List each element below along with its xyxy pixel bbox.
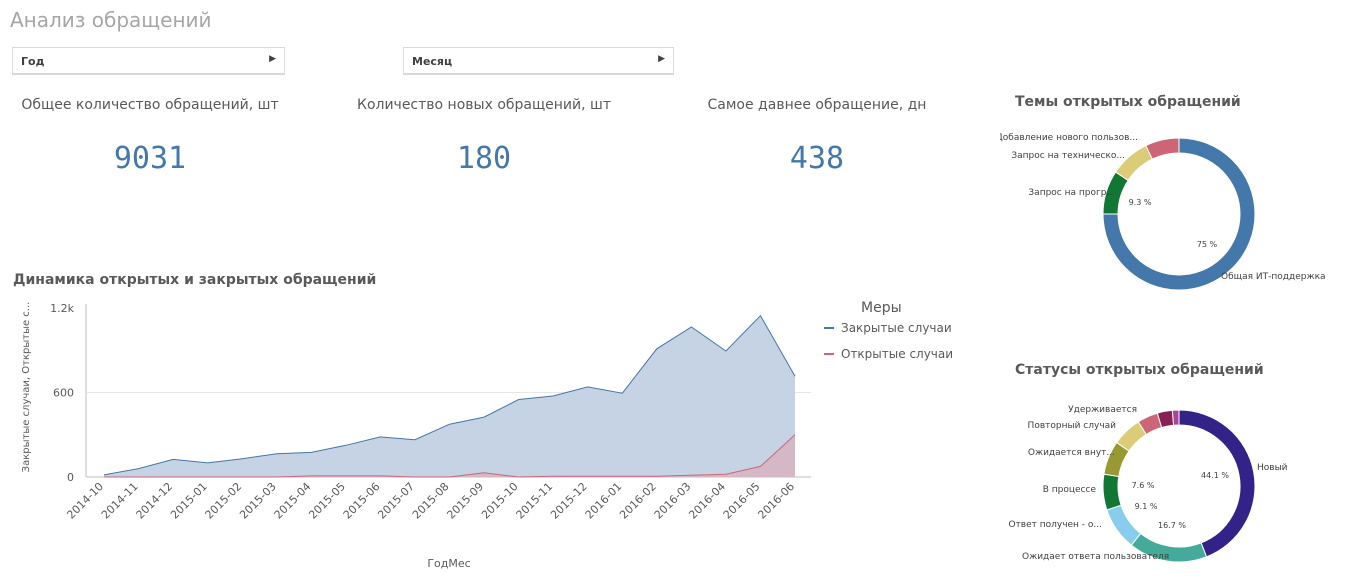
x-tick-label: 2016-04	[686, 480, 728, 522]
topics-donut-slice[interactable]	[1102, 137, 1256, 291]
page-title: Анализ обращений	[10, 8, 212, 32]
topics-donut-slice-label: Общая ИТ-поддержка	[1221, 272, 1326, 282]
status-chart-title: Статусы открытых обращений	[1015, 362, 1264, 378]
status-donut-slice-label: Повторный случай	[1028, 421, 1117, 431]
y-axis-title: Закрытые случаи, Открытые с...	[21, 302, 32, 473]
legend-item-label[interactable]: Открытые случаи	[841, 347, 953, 361]
month-filter-label: Месяц	[412, 55, 453, 68]
topics-donut-slice-label: Запрос на прогр...	[1028, 188, 1115, 198]
x-tick-label: 2016-03	[652, 480, 694, 522]
kpi-total-value: 9031	[113, 141, 187, 176]
topics-donut-slice-label: Добавление нового пользов...	[1000, 133, 1138, 143]
status-donut-chart[interactable]: Новый Ожидает ответа пользователя Ответ по…	[1000, 385, 1355, 585]
x-tick-label: 2015-03	[237, 480, 279, 522]
x-tick-label: 2015-02	[203, 480, 245, 522]
x-tick-label: 2015-11	[514, 480, 556, 522]
legend-title: Меры	[861, 300, 902, 316]
expand-arrow-icon: ▶	[658, 54, 665, 64]
x-tick-label: 2015-08	[410, 480, 452, 522]
kpi-oldest-label: Самое давнее обращение, дн	[707, 97, 927, 113]
status-donut-slice-label: Ожидает ответа пользователя	[1022, 552, 1169, 562]
x-tick-label: 2015-12	[548, 480, 590, 522]
x-tick-label: 2014-12	[134, 480, 176, 522]
x-tick-label: 2016-01	[583, 480, 625, 522]
x-tick-label: 2015-07	[375, 480, 417, 522]
kpi-new-value: 180	[456, 141, 512, 176]
topics-donut-value-label: 9.3 %	[1129, 198, 1152, 207]
x-tick-label: 2015-04	[272, 480, 314, 522]
status-donut-value-label: 44.1 %	[1201, 471, 1229, 480]
topics-donut-value-label: 75 %	[1197, 240, 1218, 249]
legend-item-label[interactable]: Закрытые случаи	[841, 321, 952, 335]
status-donut-slice[interactable]	[1102, 473, 1122, 511]
x-tick-label: 2015-01	[168, 480, 210, 522]
y-tick-label: 1.2k	[50, 302, 74, 315]
status-donut-slice-label: Удерживается	[1068, 405, 1137, 415]
status-donut-slice[interactable]	[1171, 409, 1180, 426]
x-axis-title: ГодМес	[427, 557, 470, 570]
topics-donut-slice[interactable]	[1145, 137, 1180, 160]
status-donut-value-label: 16.7 %	[1158, 521, 1186, 530]
topics-donut-chart[interactable]: Общая ИТ-поддержка Запрос на прогр... Запр…	[1000, 120, 1355, 310]
x-tick-label: 2014-10	[64, 480, 106, 522]
series-line-open[interactable]	[104, 434, 796, 478]
topics-donut-slice-label: Запрос на техническо...	[1011, 151, 1125, 161]
x-tick-label: 2016-02	[617, 480, 659, 522]
series-area-closed[interactable]	[104, 315, 795, 477]
status-donut-slice-label: Ответ получен - о...	[1008, 520, 1102, 530]
area-chart[interactable]: 06001.2k2014-102014-112014-122015-012015…	[0, 290, 990, 586]
x-tick-label: 2015-09	[444, 480, 486, 522]
x-tick-label: 2015-10	[479, 480, 521, 522]
kpi-total-label: Общее количество обращений, шт	[21, 97, 279, 113]
x-tick-label: 2014-11	[99, 480, 141, 522]
status-donut-slice-label: В процессе	[1043, 485, 1097, 495]
series-line-closed[interactable]	[103, 314, 796, 476]
x-tick-label: 2015-05	[306, 480, 348, 522]
kpi-oldest-value: 438	[789, 141, 845, 176]
status-donut-slice[interactable]	[1106, 504, 1142, 546]
month-filter[interactable]: Месяц ▶	[403, 47, 674, 75]
y-tick-label: 0	[67, 471, 74, 484]
status-donut-value-label: 7.6 %	[1132, 481, 1155, 490]
status-donut-slice-label: Ожидается внут...	[1028, 448, 1115, 458]
area-chart-title: Динамика открытых и закрытых обращений	[13, 272, 377, 288]
year-filter[interactable]: Год ▶	[12, 47, 285, 75]
x-tick-label: 2015-06	[341, 480, 383, 522]
status-donut-slice[interactable]	[1178, 409, 1256, 558]
status-donut-value-label: 9.1 %	[1135, 502, 1158, 511]
status-donut-slice-label: Новый	[1257, 463, 1288, 473]
expand-arrow-icon: ▶	[269, 54, 276, 64]
topics-chart-title: Темы открытых обращений	[1015, 94, 1241, 110]
x-tick-label: 2016-06	[755, 480, 797, 522]
y-tick-label: 600	[53, 387, 74, 400]
kpi-new-label: Количество новых обращений, шт	[357, 97, 611, 113]
x-tick-label: 2016-05	[721, 480, 763, 522]
year-filter-label: Год	[21, 55, 45, 68]
